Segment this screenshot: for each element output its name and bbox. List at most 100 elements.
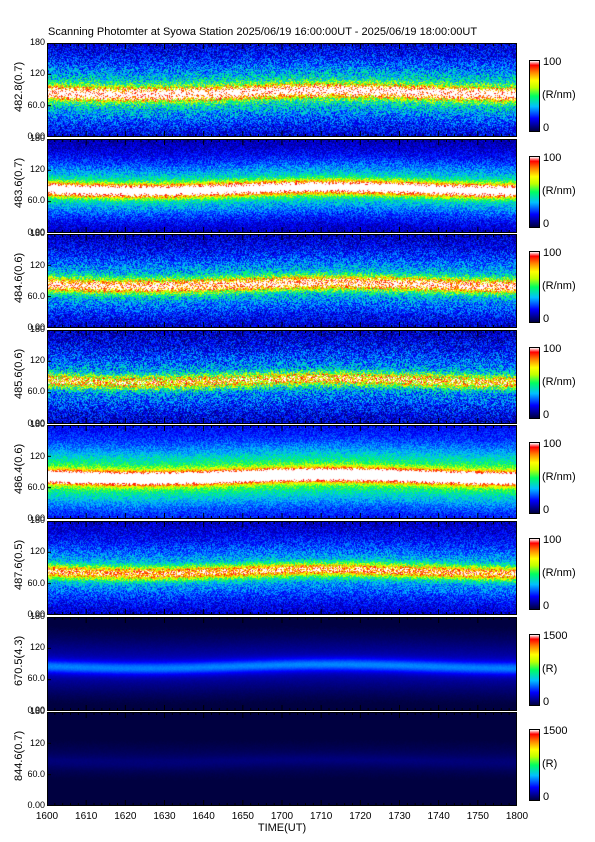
colorbar [529, 155, 540, 228]
panel-frame [47, 138, 517, 233]
y-tick-label: 180 [29, 132, 45, 143]
colorbar-unit-label: (R) [542, 758, 558, 771]
panel-frame [47, 712, 517, 807]
colorbar-min-label: 0 [543, 217, 550, 230]
panel-wavelength-label: 844.6(0.7) [13, 731, 25, 782]
y-tick-label: 0.00 [27, 131, 45, 141]
panel-frame [47, 43, 517, 137]
colorbar-min-label: 0 [543, 791, 550, 804]
colorbar [529, 346, 540, 419]
y-tick-label: 60.0 [27, 99, 45, 110]
panel-5 [47, 521, 517, 615]
y-tick-label: 0.00 [27, 609, 45, 619]
x-tick-label: 1650 [231, 811, 254, 822]
y-tick-label: 0.00 [27, 704, 45, 715]
panel-border [47, 329, 517, 424]
panel-wavelength-label: 485.6(0.6) [13, 348, 25, 399]
panel-7 [47, 712, 517, 807]
panel-wavelength-label: 484.6(0.6) [13, 253, 25, 304]
heatmap-image [47, 521, 517, 615]
heatmap-image [47, 329, 517, 424]
y-tick-label: 180 [29, 323, 45, 334]
x-tick-label: 1730 [388, 811, 411, 822]
y-tick-label: 0.00 [27, 322, 45, 333]
colorbar-min-label: 0 [543, 504, 550, 517]
panel-wavelength-label: 486.4(0.6) [13, 444, 25, 495]
colorbar-max-label: 100 [543, 438, 562, 451]
x-tick-label: 1710 [310, 811, 333, 822]
heatmap-image [47, 712, 517, 807]
panel-2 [47, 234, 517, 329]
panel-1 [47, 138, 517, 233]
panel-frame [47, 329, 517, 424]
colorbar-max-label: 100 [543, 247, 562, 260]
x-tick-label: 1610 [75, 811, 98, 822]
heatmap-image [47, 234, 517, 329]
y-tick-label: 120 [29, 355, 45, 366]
chart-title: Scanning Photomter at Syowa Station 2025… [48, 26, 478, 38]
panel-wavelength-label: 670.5(4.3) [13, 635, 25, 686]
colorbar-min-label: 0 [543, 695, 550, 708]
colorbar-unit-label: (R) [542, 662, 558, 675]
x-tick-label: 1700 [270, 811, 294, 822]
y-tick-label: 0.00 [27, 800, 45, 811]
colorbar-unit-label: (R/nm) [542, 567, 576, 579]
y-tick-label: 180 [29, 515, 45, 525]
heatmap-image [47, 616, 517, 711]
panel-frame [47, 521, 517, 615]
x-tick-label: 1750 [466, 811, 489, 822]
y-tick-label: 180 [29, 228, 45, 239]
y-tick-label: 120 [29, 68, 45, 79]
panel-4 [47, 425, 517, 520]
y-tick-label: 60.0 [27, 768, 45, 779]
y-tick-label: 120 [29, 163, 45, 174]
panel-3 [47, 329, 517, 424]
y-tick-label: 120 [29, 259, 45, 270]
panel-wavelength-label: 483.6(0.7) [13, 157, 25, 208]
colorbar-min-label: 0 [543, 408, 550, 421]
colorbar-min-label: 0 [543, 122, 550, 134]
heatmap-image [47, 425, 517, 520]
x-tick-label: 1630 [153, 811, 176, 822]
colorbar-unit-label: (R/nm) [542, 89, 576, 101]
x-tick-label: 1800 [505, 811, 529, 822]
panel-border [47, 138, 517, 233]
colorbar-unit-label: (R/nm) [542, 375, 576, 388]
y-tick-label: 180 [29, 706, 45, 717]
y-tick-label: 60.0 [27, 673, 45, 684]
colorbar [529, 729, 540, 802]
y-tick-label: 180 [29, 37, 45, 47]
x-axis-label: TIME(UT) [257, 822, 307, 834]
colorbar-min-label: 0 [543, 600, 550, 612]
colorbar [529, 538, 540, 610]
panel-border [47, 43, 517, 137]
y-tick-label: 120 [29, 450, 45, 461]
colorbar [529, 60, 540, 132]
panel-wavelength-label: 487.6(0.5) [13, 539, 25, 590]
colorbar-max-label: 100 [543, 534, 562, 546]
y-tick-label: 60.0 [27, 195, 45, 206]
panel-border [47, 616, 517, 711]
panel-border [47, 425, 517, 520]
panel-border [47, 234, 517, 329]
y-tick-label: 0.00 [27, 226, 45, 237]
x-tick-label: 1740 [427, 811, 450, 822]
y-tick-label: 120 [29, 546, 45, 557]
colorbar [529, 442, 540, 515]
colorbar-unit-label: (R/nm) [542, 184, 576, 197]
x-tick-label: 1620 [114, 811, 137, 822]
y-tick-label: 0.00 [27, 417, 45, 428]
y-tick-label: 120 [29, 737, 45, 748]
panel-border [47, 712, 517, 807]
y-tick-label: 60.0 [27, 386, 45, 397]
x-tick-label: 1640 [192, 811, 215, 822]
colorbar-unit-label: (R/nm) [542, 280, 576, 293]
panel-border [47, 521, 517, 615]
y-tick-label: 180 [29, 610, 45, 621]
y-tick-label: 60.0 [27, 290, 45, 301]
panel-frame [47, 234, 517, 329]
y-tick-label: 180 [29, 419, 45, 430]
colorbar-max-label: 100 [543, 56, 562, 68]
colorbar-max-label: 100 [543, 342, 562, 355]
